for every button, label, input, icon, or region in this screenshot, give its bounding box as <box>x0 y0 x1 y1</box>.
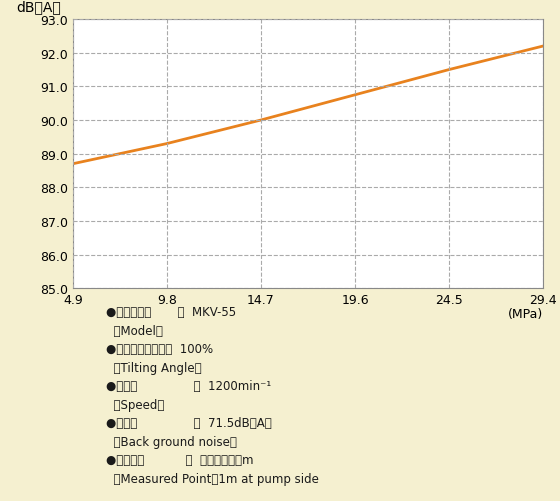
Text: (MPa): (MPa) <box>508 308 543 321</box>
Text: ●ポンプ形式       ：  MKV-55
  （Model）
●ポンプ斜板角度：  100%
  （Tilting Angle）
●回転数         : ●ポンプ形式 ： MKV-55 （Model） ●ポンプ斜板角度： 100% （… <box>106 306 319 485</box>
Text: dB（A）: dB（A） <box>16 1 61 15</box>
